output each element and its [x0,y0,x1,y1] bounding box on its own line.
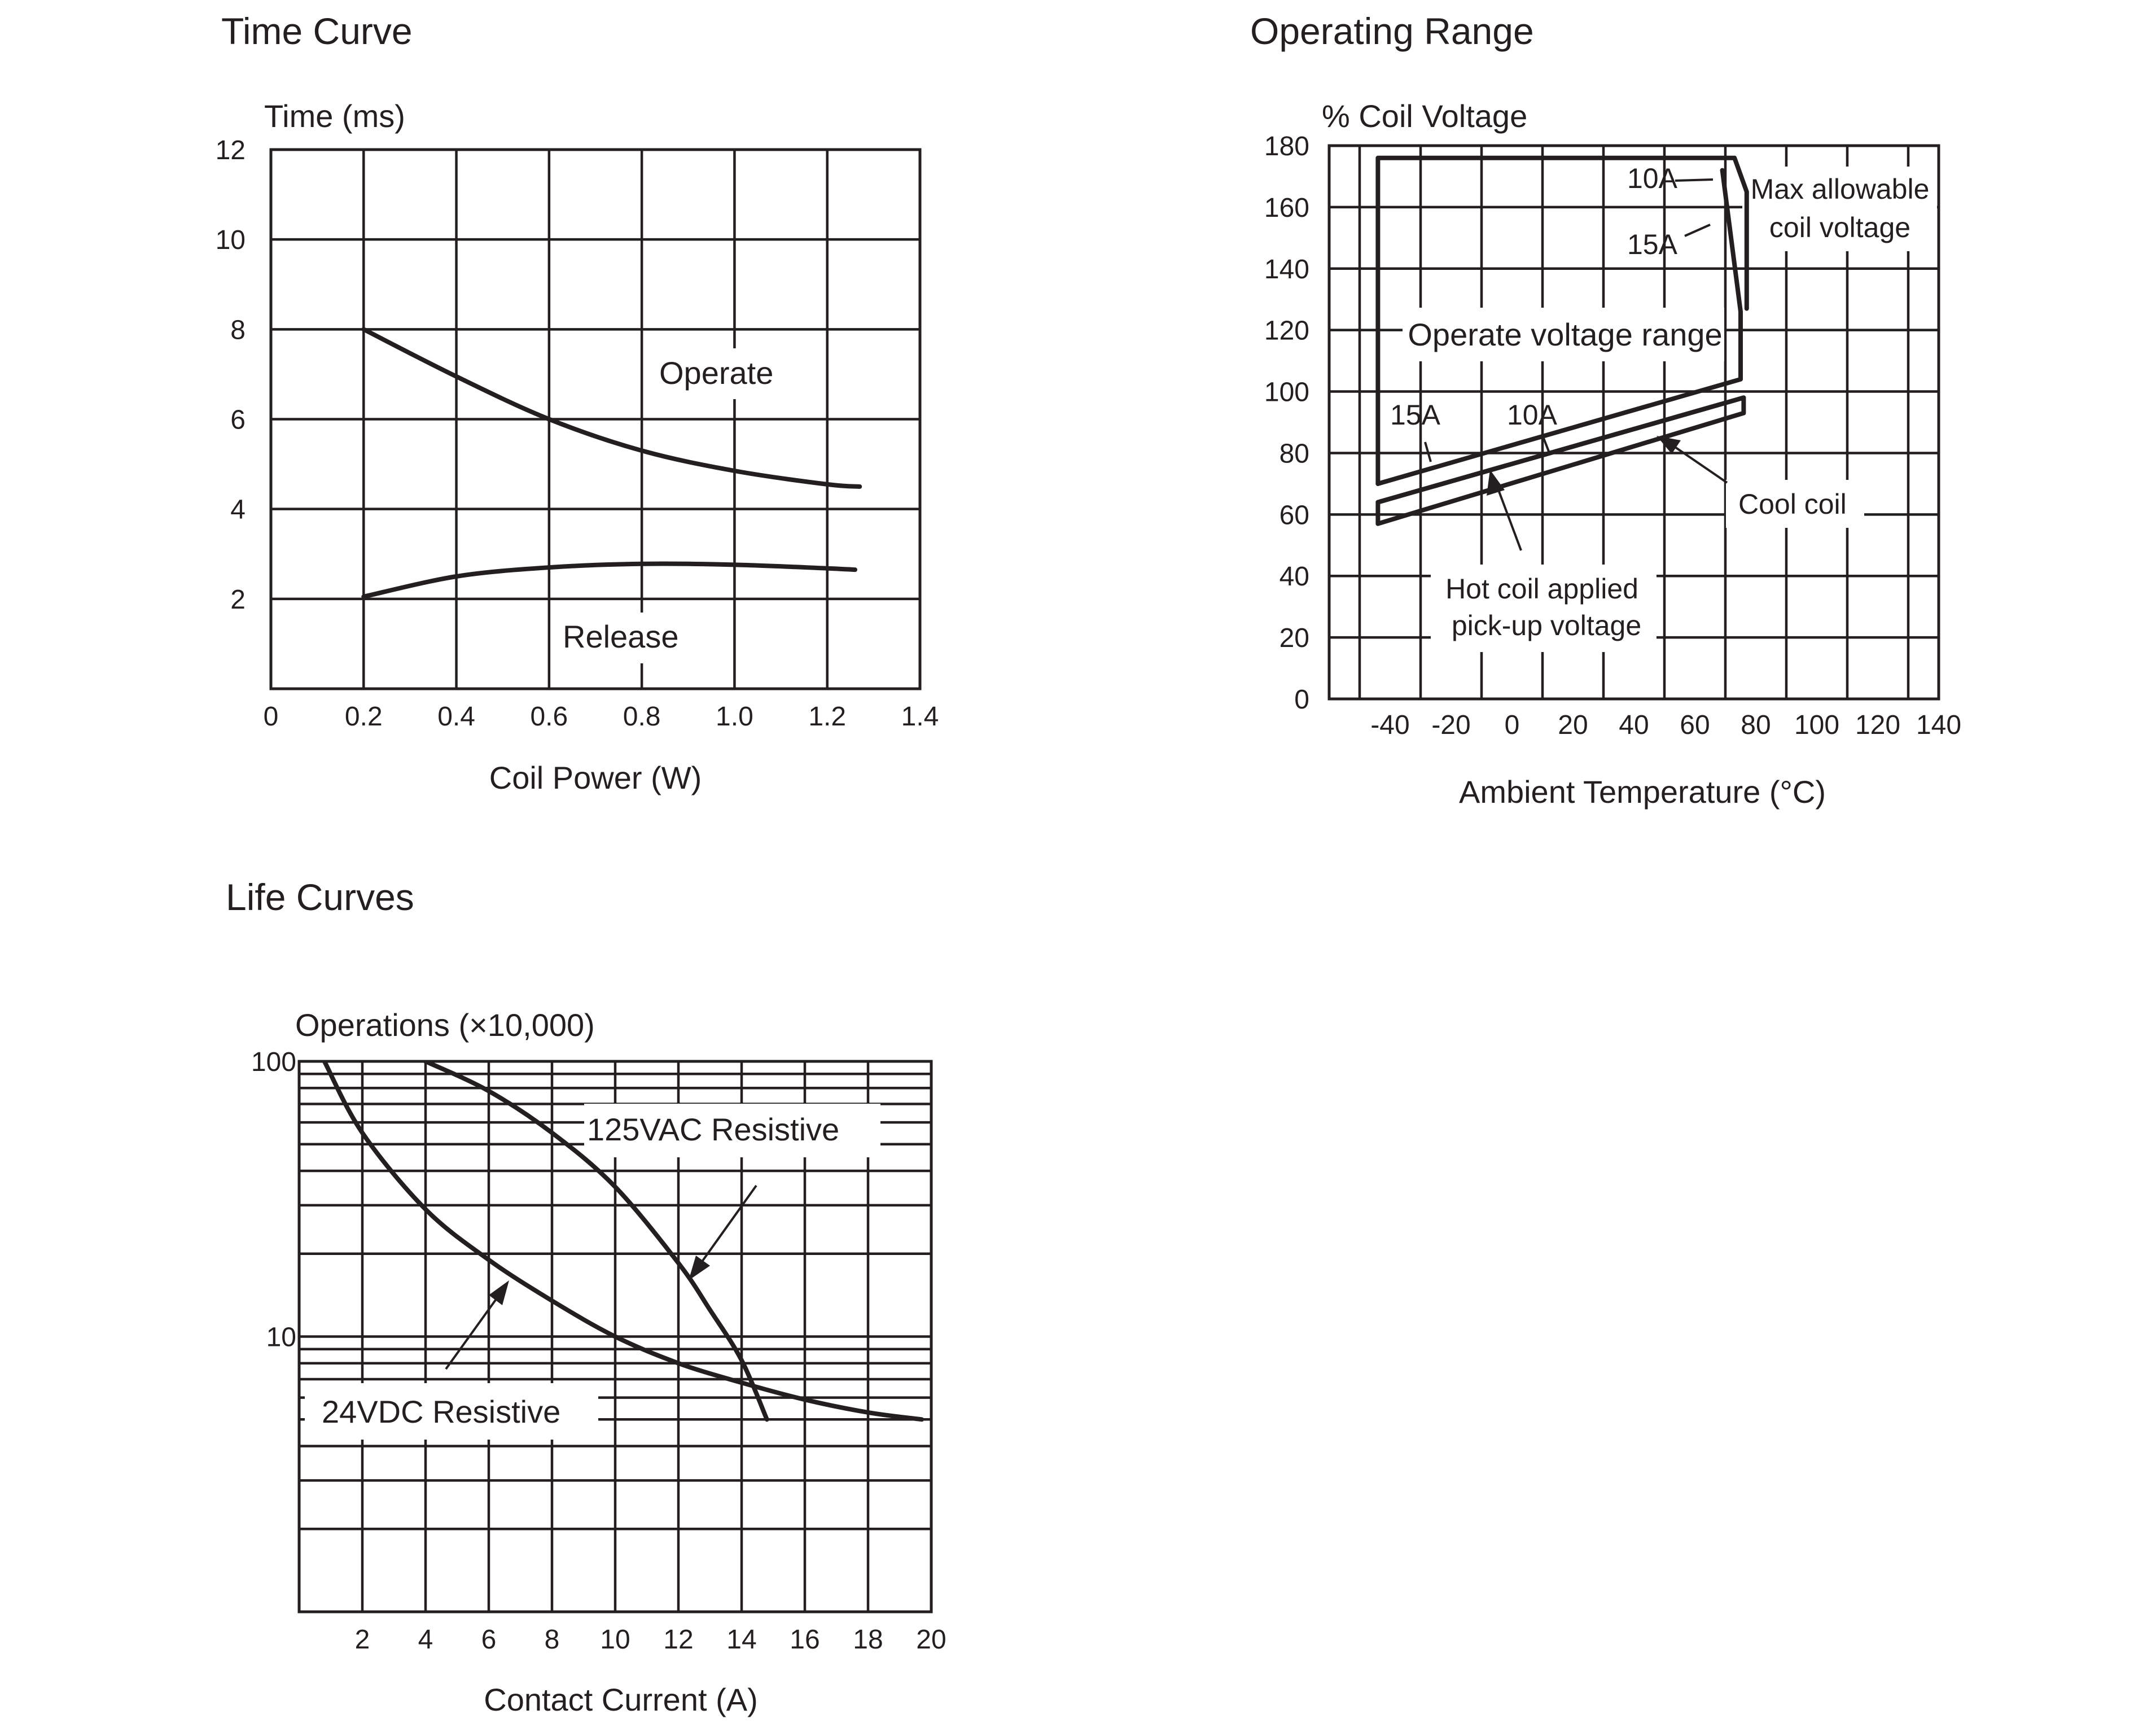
pickup-envelope [1375,395,1746,526]
range-y-tick-label: 180 [1264,132,1309,161]
range-x-tick-label: 0 [1505,710,1520,740]
max-voltage-15a-line [1375,168,1743,486]
range-chart-xlabel: Ambient Temperature (°C) [1459,774,1826,810]
life-x-tick-label: 4 [418,1625,433,1655]
time-x-tick-label: 0.2 [345,702,383,732]
24vdc-resistive-curve [322,1061,924,1422]
time-x-tick-label: 0.8 [623,702,661,732]
time-x-tick-label: 1.2 [808,702,846,732]
time-y-tick-label: 8 [230,315,246,345]
operate-voltage-range-label: Operate voltage range [1408,317,1722,352]
range-x-tick-label: 100 [1794,710,1839,740]
life-leader-lines [445,1184,757,1370]
hot-coil-arrowhead [1487,470,1505,496]
max-allowable-label: Max allowable [1751,173,1930,205]
range-x-tick-label: 140 [1916,710,1961,740]
time-y-tick-label: 6 [230,405,246,435]
life-chart-xlabel: Contact Current (A) [484,1682,758,1717]
range-y-tick-label: 60 [1279,500,1309,530]
range-chart-frame [1327,144,1940,701]
range-chart-series [1375,155,1749,526]
time-y-tick-label: 12 [216,135,246,165]
range-x-tick-label: 80 [1741,710,1771,740]
range-chart-tick-labels: -40 -20 0 20 40 60 80 100 120 140 0 20 40 60 80 100 120 1… [1264,132,1961,740]
cool-coil-arrowhead [1657,436,1681,454]
life-x-tick-label: 10 [600,1625,630,1655]
release-series-label: Release [563,619,678,654]
operate-range-outline [1375,155,1749,486]
range-label-10a-bottom: 10A [1507,399,1558,431]
life-curves-chart: Life Curves Operations (×10,000) Contact… [226,876,946,1717]
range-chart-ylabel: % Coil Voltage [1322,98,1527,134]
range-label-15a-bottom: 15A [1390,399,1441,431]
time-x-tick-label: 0.4 [437,702,475,732]
range-y-tick-label: 40 [1279,562,1309,592]
life-x-tick-label: 20 [916,1625,946,1655]
life-chart-series [322,1061,924,1422]
life-x-tick-label: 12 [663,1625,693,1655]
life-x-tick-label: 2 [355,1625,370,1655]
time-chart-series [361,327,862,599]
range-leader-lines [1424,178,1728,551]
range-y-tick-label: 0 [1294,685,1309,715]
operating-range-chart: Operating Range % Coil Voltage Ambient T… [1250,10,1961,810]
life-x-tick-label: 14 [726,1625,756,1655]
range-chart-title: Operating Range [1250,10,1534,52]
range-x-tick-label: 20 [1558,710,1588,740]
range-x-tick-label: 40 [1619,710,1649,740]
range-y-tick-label: 20 [1279,623,1309,653]
pick-up-voltage-label: pick-up voltage [1452,610,1641,641]
time-curve-chart: Time Curve Time (ms) Coil Power (W) 0 0.2… [216,10,939,795]
life-y-tick-label: 10 [266,1323,296,1353]
life-y-tick-label: 100 [251,1047,296,1077]
life-x-tick-label: 18 [853,1625,883,1655]
time-y-tick-label: 2 [230,585,246,615]
time-chart-ylabel: Time (ms) [264,98,405,134]
range-y-tick-label: 160 [1264,193,1309,223]
125vac-resistive-curve [423,1061,769,1422]
range-y-tick-label: 140 [1264,255,1309,285]
life-x-tick-label: 16 [790,1625,820,1655]
life-chart-title: Life Curves [226,876,414,918]
operate-curve [361,327,862,489]
range-x-tick-label: -40 [1370,710,1409,740]
time-y-tick-label: 4 [230,495,246,525]
coil-voltage-label: coil voltage [1769,212,1910,243]
time-chart-title: Time Curve [221,10,413,52]
life-chart-tick-labels: 2 4 6 8 10 12 14 16 18 20 10 100 [251,1047,946,1655]
life-chart-frame [297,1060,933,1613]
time-x-tick-label: 0 [264,702,279,732]
operate-series-label: Operate [659,355,773,391]
time-chart-frame [269,148,922,690]
range-y-tick-label: 100 [1264,378,1309,408]
range-x-tick-label: -20 [1431,710,1470,740]
life-chart-ylabel: Operations (×10,000) [295,1007,595,1043]
time-chart-grid [271,150,920,689]
life-x-tick-label: 6 [481,1625,497,1655]
time-x-tick-label: 1.4 [901,702,939,732]
range-y-tick-label: 120 [1264,316,1309,346]
time-y-tick-label: 10 [216,225,246,255]
range-x-tick-label: 120 [1855,710,1900,740]
range-label-15a-top: 15A [1627,229,1678,260]
125vac-series-label: 125VAC Resistive [587,1112,839,1147]
time-x-tick-label: 1.0 [716,702,753,732]
125vac-arrowhead [689,1256,710,1280]
life-x-tick-label: 8 [545,1625,560,1655]
24vdc-arrowhead [489,1280,509,1305]
time-chart-tick-labels: 0 0.2 0.4 0.6 0.8 1.0 1.2 1.4 2 4 6 8 10 12 [216,135,939,732]
24vdc-series-label: 24VDC Resistive [322,1394,560,1429]
range-y-tick-label: 80 [1279,439,1309,469]
cool-coil-label: Cool coil [1738,488,1847,520]
time-chart-xlabel: Coil Power (W) [489,760,702,795]
range-x-tick-label: 60 [1680,710,1710,740]
time-x-tick-label: 0.6 [530,702,568,732]
hot-coil-applied-label: Hot coil applied [1445,573,1638,605]
range-label-10a-top: 10A [1627,163,1678,194]
release-curve [361,561,857,599]
